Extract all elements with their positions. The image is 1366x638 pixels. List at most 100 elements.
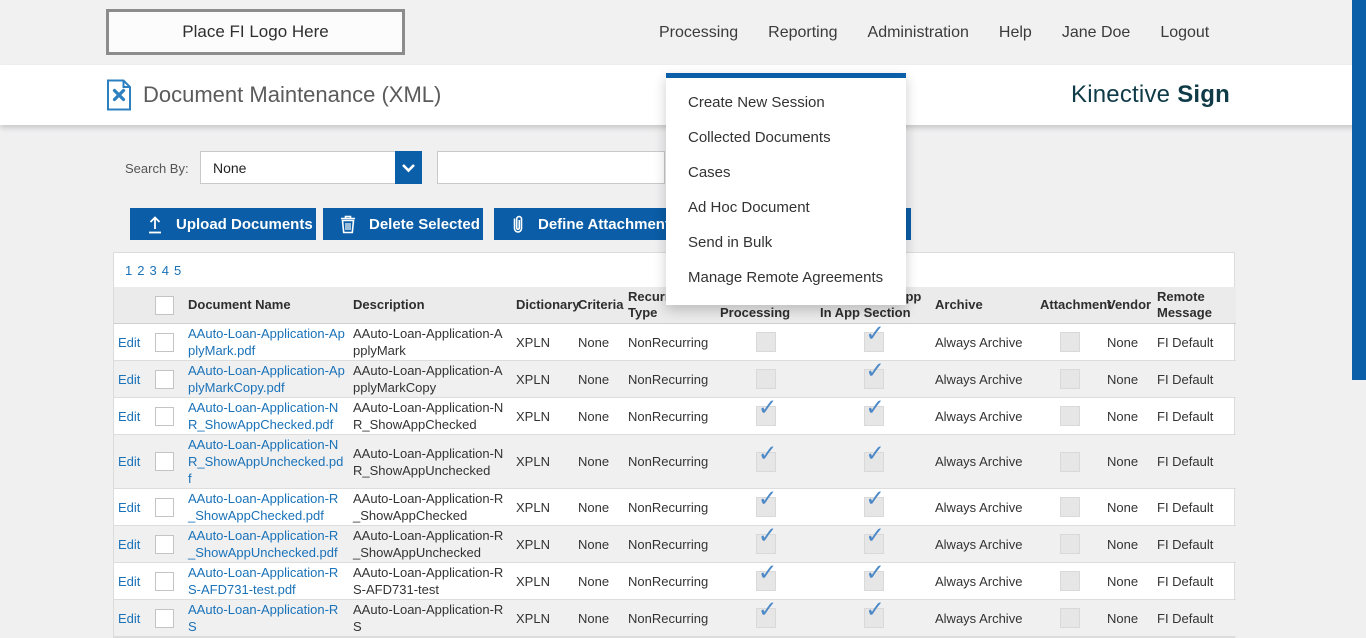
document-name-link[interactable]: AAuto-Loan-Application-ApplyMark.pdf [188, 326, 345, 358]
row-select-checkbox[interactable] [155, 406, 174, 426]
chevron-down-icon[interactable] [395, 151, 422, 184]
recurring-type-cell: NonRecurring [624, 434, 716, 489]
nav-item-reporting[interactable]: Reporting [768, 23, 838, 41]
menu-item-ad-hoc-document[interactable]: Ad Hoc Document [688, 199, 810, 216]
row-select-checkbox[interactable] [155, 571, 174, 591]
vendor-cell: None [1103, 525, 1153, 563]
dictionary-cell: XPLN [512, 488, 574, 526]
show-other-app-checkbox[interactable] [863, 601, 885, 628]
remote-message-cell: FI Default [1153, 360, 1236, 398]
attachment-checkbox[interactable] [1059, 406, 1080, 426]
recurring-type-cell: NonRecurring [624, 525, 716, 563]
description-cell: AAuto-Loan-Application-R_ShowAppChecked [349, 488, 512, 526]
top-bar: Place FI Logo Here Processing Reporting … [0, 0, 1366, 65]
row-select-checkbox[interactable] [155, 534, 174, 554]
nav-item-logout[interactable]: Logout [1160, 23, 1210, 41]
page-link-1[interactable]: 1 [125, 263, 133, 278]
main-nav: Processing Reporting Administration Help… [644, 0, 1224, 65]
upload-documents-button[interactable]: Upload Documents [130, 208, 316, 240]
document-name-link[interactable]: AAuto-Loan-Application-NR_ShowAppUncheck… [188, 437, 344, 486]
row-select-checkbox[interactable] [155, 369, 174, 389]
attachment-checkbox[interactable] [1059, 571, 1080, 591]
menu-item-cases[interactable]: Cases [688, 164, 731, 181]
table-row: Edit AAuto-Loan-Application-ApplyMark.pdf… [114, 323, 1236, 361]
menu-item-collected-documents[interactable]: Collected Documents [688, 129, 831, 146]
show-other-app-checkbox[interactable] [863, 527, 885, 554]
attachment-checkbox[interactable] [1059, 369, 1080, 389]
archive-cell: Always Archive [931, 525, 1036, 563]
edit-link[interactable]: Edit [118, 499, 141, 515]
display-while-processing-checkbox[interactable] [756, 564, 777, 591]
show-other-app-checkbox[interactable] [863, 490, 885, 517]
scrollbar-thumb[interactable] [1352, 0, 1366, 380]
display-while-processing-checkbox[interactable] [756, 445, 777, 472]
display-while-processing-cell [716, 397, 816, 435]
show-other-app-checkbox[interactable] [863, 399, 885, 426]
document-name-link[interactable]: AAuto-Loan-Application-NR_ShowAppChecked… [188, 400, 339, 432]
show-other-app-checkbox[interactable] [863, 445, 885, 472]
remote-message-cell: FI Default [1153, 434, 1236, 489]
vendor-cell: None [1103, 323, 1153, 361]
attachment-cell [1036, 397, 1103, 435]
edit-link[interactable]: Edit [118, 334, 141, 350]
menu-item-send-in-bulk[interactable]: Send in Bulk [688, 234, 773, 251]
display-while-processing-checkbox[interactable] [756, 369, 776, 389]
show-other-app-checkbox[interactable] [863, 325, 885, 352]
menu-item-manage-remote-agreements[interactable]: Manage Remote Agreements [688, 269, 884, 286]
attachment-cell [1036, 323, 1103, 361]
delete-selected-button[interactable]: Delete Selected [323, 208, 483, 240]
table-row: Edit AAuto-Loan-Application-RS-AFD731-tes… [114, 562, 1236, 600]
dictionary-cell: XPLN [512, 562, 574, 600]
page-link-4[interactable]: 4 [161, 263, 169, 278]
row-select-checkbox[interactable] [155, 452, 174, 472]
show-other-app-checkbox[interactable] [863, 362, 885, 389]
show-other-app-cell [816, 434, 931, 489]
attachment-checkbox[interactable] [1059, 608, 1080, 628]
attachment-checkbox[interactable] [1059, 534, 1080, 554]
document-name-link[interactable]: AAuto-Loan-Application-ApplyMarkCopy.pdf [188, 363, 345, 395]
document-name-link[interactable]: AAuto-Loan-Application-RS [188, 602, 339, 634]
show-other-app-checkbox[interactable] [863, 564, 885, 591]
attachment-checkbox[interactable] [1059, 497, 1080, 517]
select-all-checkbox[interactable] [155, 295, 174, 315]
display-while-processing-checkbox[interactable] [756, 601, 777, 628]
search-by-select[interactable]: None [200, 151, 422, 184]
column-header: Archive [931, 287, 1036, 324]
criteria-cell: None [574, 397, 624, 435]
page-link-5[interactable]: 5 [173, 263, 182, 278]
kinective-sign-logo: Kinective Sign [1071, 65, 1230, 125]
nav-item-help[interactable]: Help [998, 23, 1032, 41]
nav-item-processing[interactable]: Processing [659, 23, 739, 41]
paperclip-icon [510, 214, 526, 235]
nav-item-user[interactable]: Jane Doe [1061, 23, 1131, 41]
document-name-link[interactable]: AAuto-Loan-Application-RS-AFD731-test.pd… [188, 565, 339, 597]
nav-item-administration[interactable]: Administration [867, 23, 969, 41]
display-while-processing-checkbox[interactable] [756, 332, 776, 352]
display-while-processing-checkbox[interactable] [756, 527, 777, 554]
attachment-cell [1036, 434, 1103, 489]
edit-link[interactable]: Edit [118, 536, 141, 552]
display-while-processing-checkbox[interactable] [756, 490, 777, 517]
column-header: Vendor [1103, 287, 1153, 324]
remote-message-cell: FI Default [1153, 599, 1236, 637]
row-select-checkbox[interactable] [155, 332, 174, 352]
display-while-processing-checkbox[interactable] [756, 399, 777, 426]
row-select-checkbox[interactable] [155, 608, 174, 628]
edit-link[interactable]: Edit [118, 408, 141, 424]
edit-link[interactable]: Edit [118, 573, 141, 589]
page-link-3[interactable]: 3 [149, 263, 157, 278]
edit-link[interactable]: Edit [118, 610, 141, 626]
attachment-checkbox[interactable] [1059, 451, 1080, 472]
display-while-processing-cell [716, 488, 816, 526]
page-link-2[interactable]: 2 [137, 263, 145, 278]
row-select-checkbox[interactable] [155, 497, 174, 517]
show-other-app-cell [816, 562, 931, 600]
table-row: Edit AAuto-Loan-Application-RS AAuto-Loan-… [114, 599, 1236, 637]
search-input[interactable] [437, 151, 665, 184]
document-name-link[interactable]: AAuto-Loan-Application-R_ShowAppUnchecke… [188, 528, 339, 560]
edit-link[interactable]: Edit [118, 371, 141, 387]
edit-link[interactable]: Edit [118, 454, 141, 469]
menu-item-create-new-session[interactable]: Create New Session [688, 94, 825, 111]
attachment-checkbox[interactable] [1059, 332, 1080, 352]
document-name-link[interactable]: AAuto-Loan-Application-R_ShowAppChecked.… [188, 491, 339, 523]
